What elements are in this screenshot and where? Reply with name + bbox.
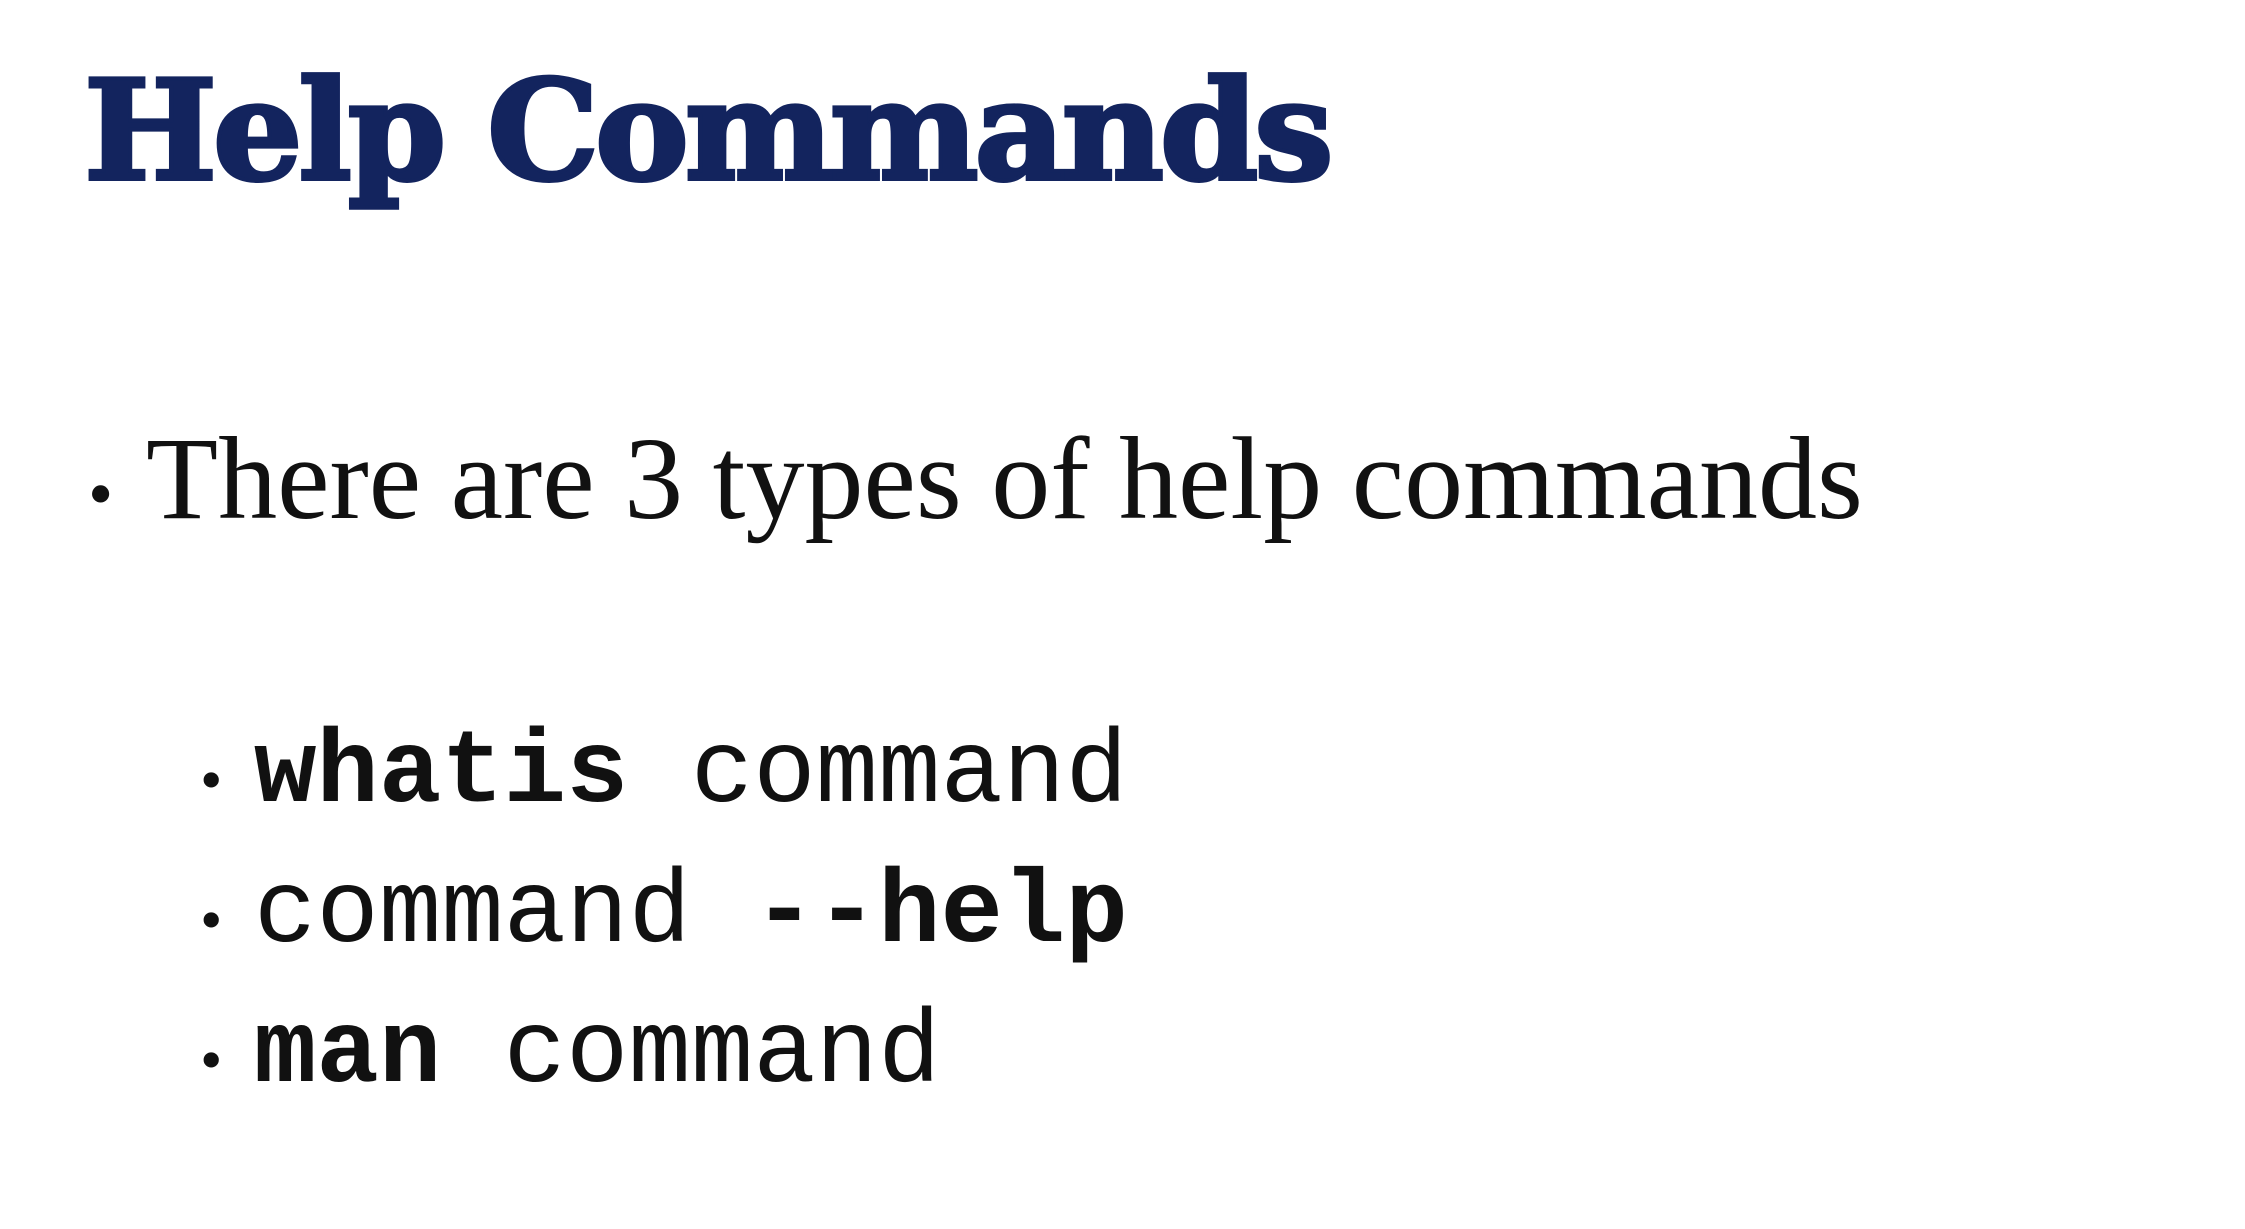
intro-bullet-text: There are 3 types of help commands [146,413,1863,544]
command-keyword: whatis [254,715,629,833]
command-keyword: man [254,995,442,1113]
command-argument: command [690,715,1128,833]
command-argument: command [503,995,941,1113]
bullet-dot-icon: • [88,454,114,534]
list-item-help-flag: • command --help [200,862,1128,1002]
bullet-dot-icon: • [200,744,223,815]
intro-bullet: • There are 3 types of help commands [88,420,1863,538]
command-flag: --help [753,855,1128,973]
bullet-dot-icon: • [200,884,223,955]
list-item-whatis: • whatis command [200,722,1128,862]
command-argument: command [254,855,691,973]
bullet-dot-icon: • [200,1024,223,1095]
slide-title: Help Commands [82,49,1336,212]
list-item-man: • man command [200,1002,1128,1142]
help-command-list: • whatis command • command --help • man … [200,722,1128,1142]
